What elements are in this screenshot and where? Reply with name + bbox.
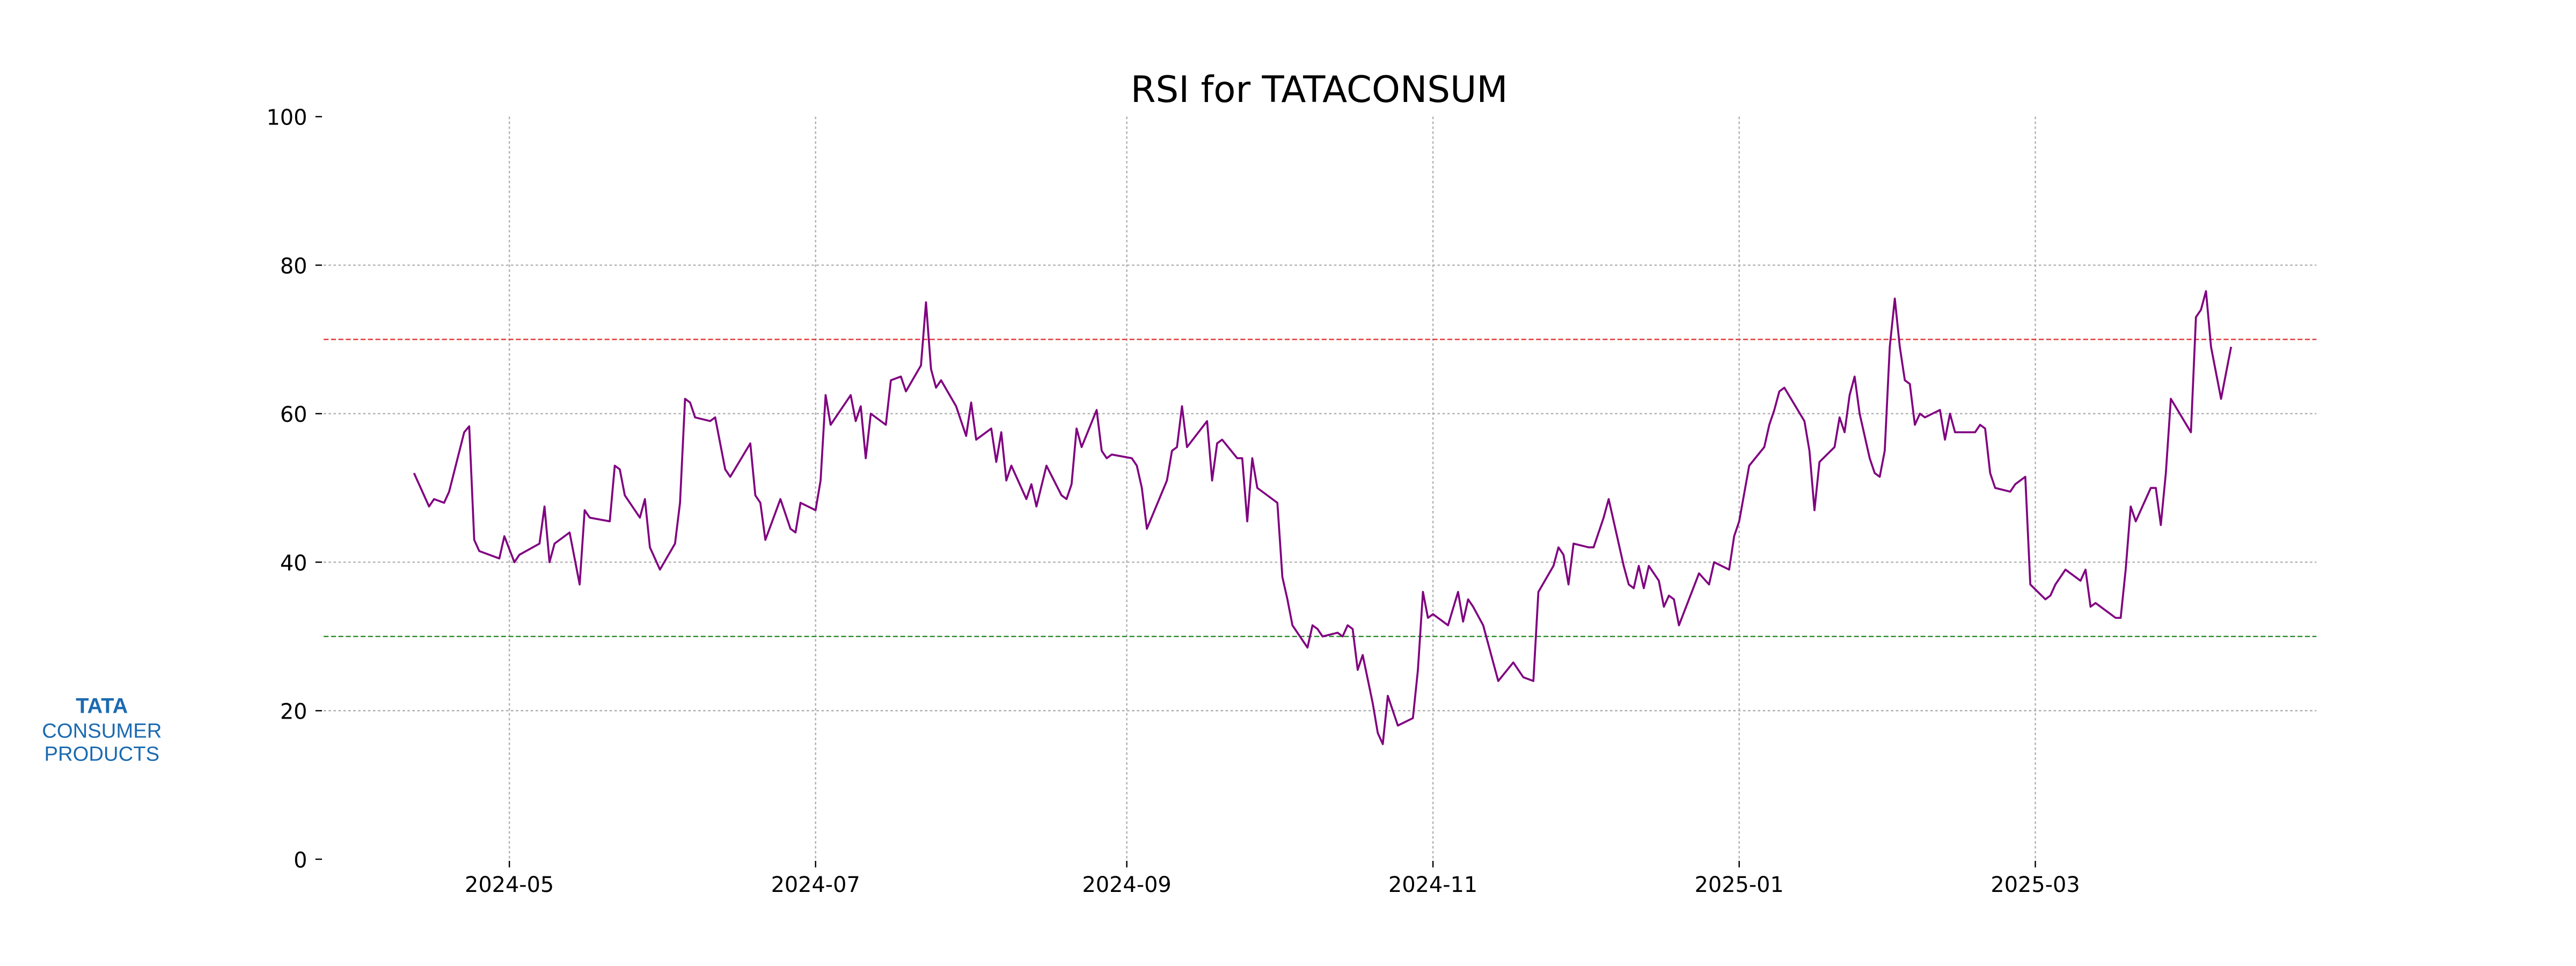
logo: TATA CONSUMER PRODUCTS [42,694,162,766]
y-tick-label: 100 [267,106,308,130]
x-tick-label: 2024-07 [771,873,860,897]
rsi-line [413,290,2233,745]
x-tick-label: 2025-03 [1990,873,2080,897]
x-tick-label: 2024-11 [1388,873,1477,897]
y-tick-label: 80 [280,254,308,279]
x-tick-label: 2025-01 [1695,873,1784,897]
chart-title: RSI for TATACONSUM [1131,68,1508,111]
y-tick-label: 20 [280,700,308,724]
logo-text: TATA [76,694,128,718]
logo-text: CONSUMER [42,719,162,742]
y-tick-label: 0 [294,848,307,873]
logo-text: PRODUCTS [44,742,159,765]
x-tick-label: 2024-09 [1082,873,1171,897]
x-tick-label: 2024-05 [465,873,554,897]
y-tick-label: 40 [280,551,308,576]
y-tick-label: 60 [280,402,308,427]
